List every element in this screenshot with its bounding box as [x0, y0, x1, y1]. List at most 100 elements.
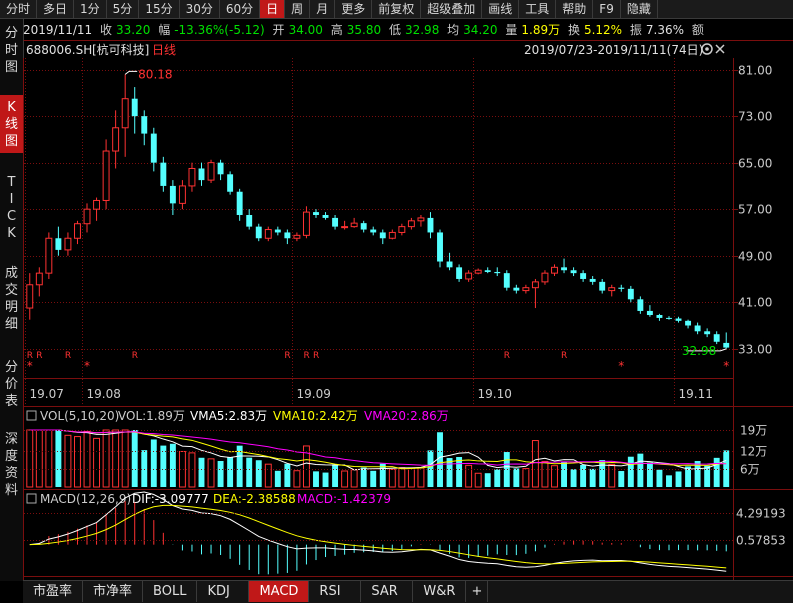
candle	[589, 276, 596, 285]
volume-bar	[627, 456, 634, 487]
candle-body	[570, 270, 577, 274]
toolbar-item-12[interactable]: 超级叠加	[421, 0, 483, 18]
toolbar-item-10[interactable]: 更多	[335, 0, 373, 18]
toolbar-item-13[interactable]: 画线	[482, 0, 520, 18]
amplitude-label: 振	[629, 23, 642, 37]
toolbar-item-4[interactable]: 15分	[139, 0, 180, 18]
volume-bar	[236, 445, 243, 487]
candle	[341, 220, 349, 230]
volume-bar	[302, 445, 310, 488]
candle-body	[675, 318, 682, 321]
vol-legend-title: VOL(5,10,20)	[40, 409, 119, 423]
avg-label: 均	[447, 23, 460, 37]
volume-bar	[513, 468, 520, 487]
candle	[608, 284, 616, 297]
volume-bar	[284, 463, 291, 487]
settings-icon[interactable]	[701, 43, 713, 55]
toolbar-item-6[interactable]: 60分	[220, 0, 261, 18]
volume-bar	[437, 432, 443, 487]
candle	[704, 328, 711, 338]
volume-bars	[26, 429, 730, 488]
sidebar-item-price-table[interactable]: 分价表	[4, 360, 18, 409]
turnover-value: 5.12%	[583, 23, 623, 37]
volume-bar	[150, 439, 157, 487]
toolbar-item-14[interactable]: 工具	[519, 0, 557, 18]
sidebar-item-depth[interactable]: 深度资料	[4, 432, 18, 498]
date-tick-label: 19.10	[478, 387, 512, 401]
tab-市净率[interactable]: 市净率	[83, 581, 144, 602]
stock-name: [杭可科技]	[92, 42, 149, 57]
price-tick-label: 81.00	[738, 64, 772, 78]
candle-body	[350, 222, 358, 228]
volume-tick-label: 6万	[740, 463, 760, 477]
candle	[350, 217, 358, 228]
candle	[388, 229, 396, 240]
candle	[169, 180, 176, 215]
add-tab-button[interactable]: +	[466, 581, 489, 602]
volume-bar	[74, 436, 81, 488]
volume-bar	[160, 445, 167, 487]
candle-body	[531, 281, 539, 289]
volume-bar	[141, 450, 148, 487]
candle	[713, 331, 720, 345]
candle	[427, 212, 434, 239]
candle-body	[589, 278, 596, 282]
tab-boll[interactable]: BOLL	[143, 581, 198, 602]
volume-bar	[407, 467, 415, 488]
r-marker: R	[303, 351, 309, 361]
tab-macd[interactable]: MACD	[249, 581, 310, 602]
avg-value: 34.20	[463, 23, 498, 37]
toolbar-item-11[interactable]: 前复权	[372, 0, 422, 18]
tab-w&r[interactable]: W&R	[413, 581, 467, 602]
close-icon[interactable]	[715, 44, 725, 54]
candle-body	[370, 229, 377, 233]
candle-body	[293, 234, 301, 239]
toolbar-item-16[interactable]: F9	[593, 0, 621, 18]
toolbar-item-3[interactable]: 5分	[107, 0, 140, 18]
candle-body	[685, 320, 692, 326]
volume-bar	[370, 470, 377, 487]
sidebar-item-deals[interactable]: 成交明细	[4, 266, 18, 332]
tab-sar[interactable]: SAR	[361, 581, 414, 602]
candle-body	[274, 229, 281, 233]
candle	[541, 270, 549, 285]
volume-bar	[217, 461, 224, 487]
tab-市盈率[interactable]: 市盈率	[23, 581, 84, 602]
candle	[723, 332, 730, 349]
toolbar-item-1[interactable]: 多日	[37, 0, 75, 18]
candle-body	[160, 162, 167, 186]
toolbar-item-5[interactable]: 30分	[180, 0, 220, 18]
volume-bar	[26, 429, 34, 488]
tab-kdj[interactable]: KDJ	[197, 581, 250, 602]
candle-body	[513, 287, 520, 291]
toolbar-item-9[interactable]: 月	[310, 0, 336, 18]
price-tick-label: 57.00	[738, 203, 772, 217]
toolbar-item-17[interactable]: 隐藏	[621, 0, 658, 18]
candle-body	[93, 199, 101, 210]
tab-rsi[interactable]: RSI	[309, 581, 362, 602]
top-toolbar: 分时 多日 1分 5分 15分 30分 60分日周月更多 前复权 超级叠加 画线 工具 帮助 F9 隐藏	[0, 0, 793, 19]
toolbar-item-15[interactable]: 帮助	[556, 0, 594, 18]
toolbar-item-7[interactable]: 日	[260, 0, 286, 18]
candle	[474, 268, 482, 275]
sidebar-item-timeshare[interactable]: 分时图	[4, 26, 18, 75]
toolbar-item-8[interactable]: 周	[285, 0, 311, 18]
date-tick-label: 19.11	[679, 387, 713, 401]
toolbar-item-0[interactable]: 分时	[0, 0, 38, 18]
candle-body	[465, 272, 473, 280]
candle	[246, 209, 253, 230]
candle-body	[618, 287, 625, 289]
toolbar-item-2[interactable]: 1分	[74, 0, 107, 18]
candle	[313, 209, 319, 218]
kline-chart[interactable]: 688006.SH [杭可科技] 日线 2019/07/23-2019/11/1…	[0, 0, 793, 580]
candle-body	[427, 217, 434, 233]
volume-bar	[398, 467, 406, 488]
price-tick-label: 49.00	[738, 250, 772, 264]
candle	[694, 322, 701, 335]
candle	[74, 220, 81, 245]
price-tick-label: 33.00	[738, 343, 772, 357]
volume-bar	[713, 457, 720, 487]
date-range: 2019/07/23-2019/11/11(74日)	[524, 43, 703, 57]
